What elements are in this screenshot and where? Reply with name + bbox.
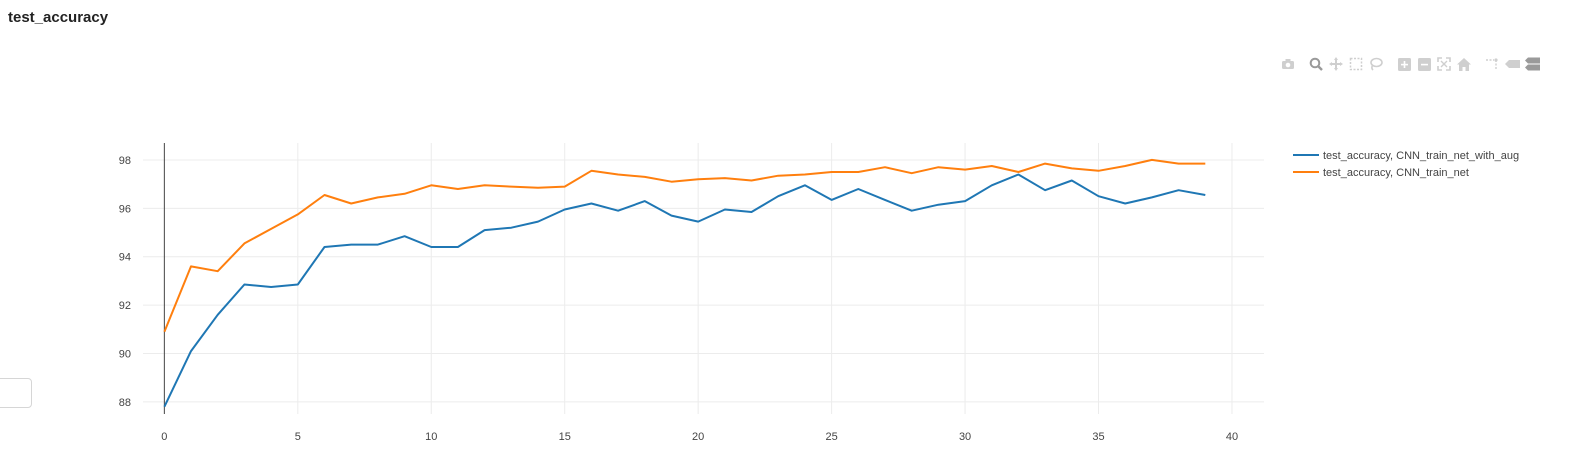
zoom-in-icon[interactable] <box>1395 55 1413 73</box>
series-line-1[interactable] <box>163 173 1206 408</box>
lasso-icon[interactable] <box>1367 55 1385 73</box>
series-line-2[interactable] <box>163 158 1206 333</box>
hover-compare-icon[interactable] <box>1523 55 1541 73</box>
x-tick-label: 30 <box>959 431 971 443</box>
box-select-icon[interactable] <box>1347 55 1365 73</box>
autoscale-icon[interactable] <box>1435 55 1453 73</box>
y-tick-label: 90 <box>119 349 131 361</box>
legend-label: test_accuracy, CNN_train_net_with_aug <box>1323 150 1519 162</box>
reset-axes-icon[interactable] <box>1455 55 1473 73</box>
x-tick-label: 15 <box>559 431 571 443</box>
pan-icon[interactable] <box>1327 55 1345 73</box>
legend-item-1[interactable]: test_accuracy, CNN_train_net_with_aug <box>1293 150 1519 162</box>
x-tick-label: 0 <box>161 431 167 443</box>
zoom-icon[interactable] <box>1307 55 1325 73</box>
page-title: test_accuracy <box>8 9 109 26</box>
x-tick-label: 35 <box>1092 431 1104 443</box>
legend: test_accuracy, CNN_train_net_with_augtes… <box>1293 150 1519 179</box>
x-tick-label: 40 <box>1226 431 1238 443</box>
x-tick-label: 25 <box>825 431 837 443</box>
y-tick-label: 94 <box>119 252 131 264</box>
camera-icon[interactable] <box>1279 55 1297 73</box>
modebar <box>1279 55 1543 73</box>
y-tick-label: 92 <box>119 300 131 312</box>
y-axis-ticks: 88 90 92 94 96 98 <box>119 155 131 409</box>
spike-lines-icon[interactable] <box>1483 55 1501 73</box>
legend-label: test_accuracy, CNN_train_net <box>1323 167 1469 179</box>
grid-lines <box>143 143 1264 414</box>
y-tick-label: 98 <box>119 155 131 167</box>
x-tick-label: 10 <box>425 431 437 443</box>
y-tick-label: 96 <box>119 203 131 215</box>
x-tick-label: 5 <box>295 431 301 443</box>
zoom-out-icon[interactable] <box>1415 55 1433 73</box>
side-panel-toggle[interactable] <box>0 378 32 408</box>
hover-closest-icon[interactable] <box>1503 55 1521 73</box>
series-lines <box>163 158 1206 408</box>
y-tick-label: 88 <box>119 397 131 409</box>
x-axis-ticks: 0 5 10 15 20 25 30 35 40 <box>161 431 1238 443</box>
x-tick-label: 20 <box>692 431 704 443</box>
legend-item-2[interactable]: test_accuracy, CNN_train_net <box>1293 167 1469 179</box>
